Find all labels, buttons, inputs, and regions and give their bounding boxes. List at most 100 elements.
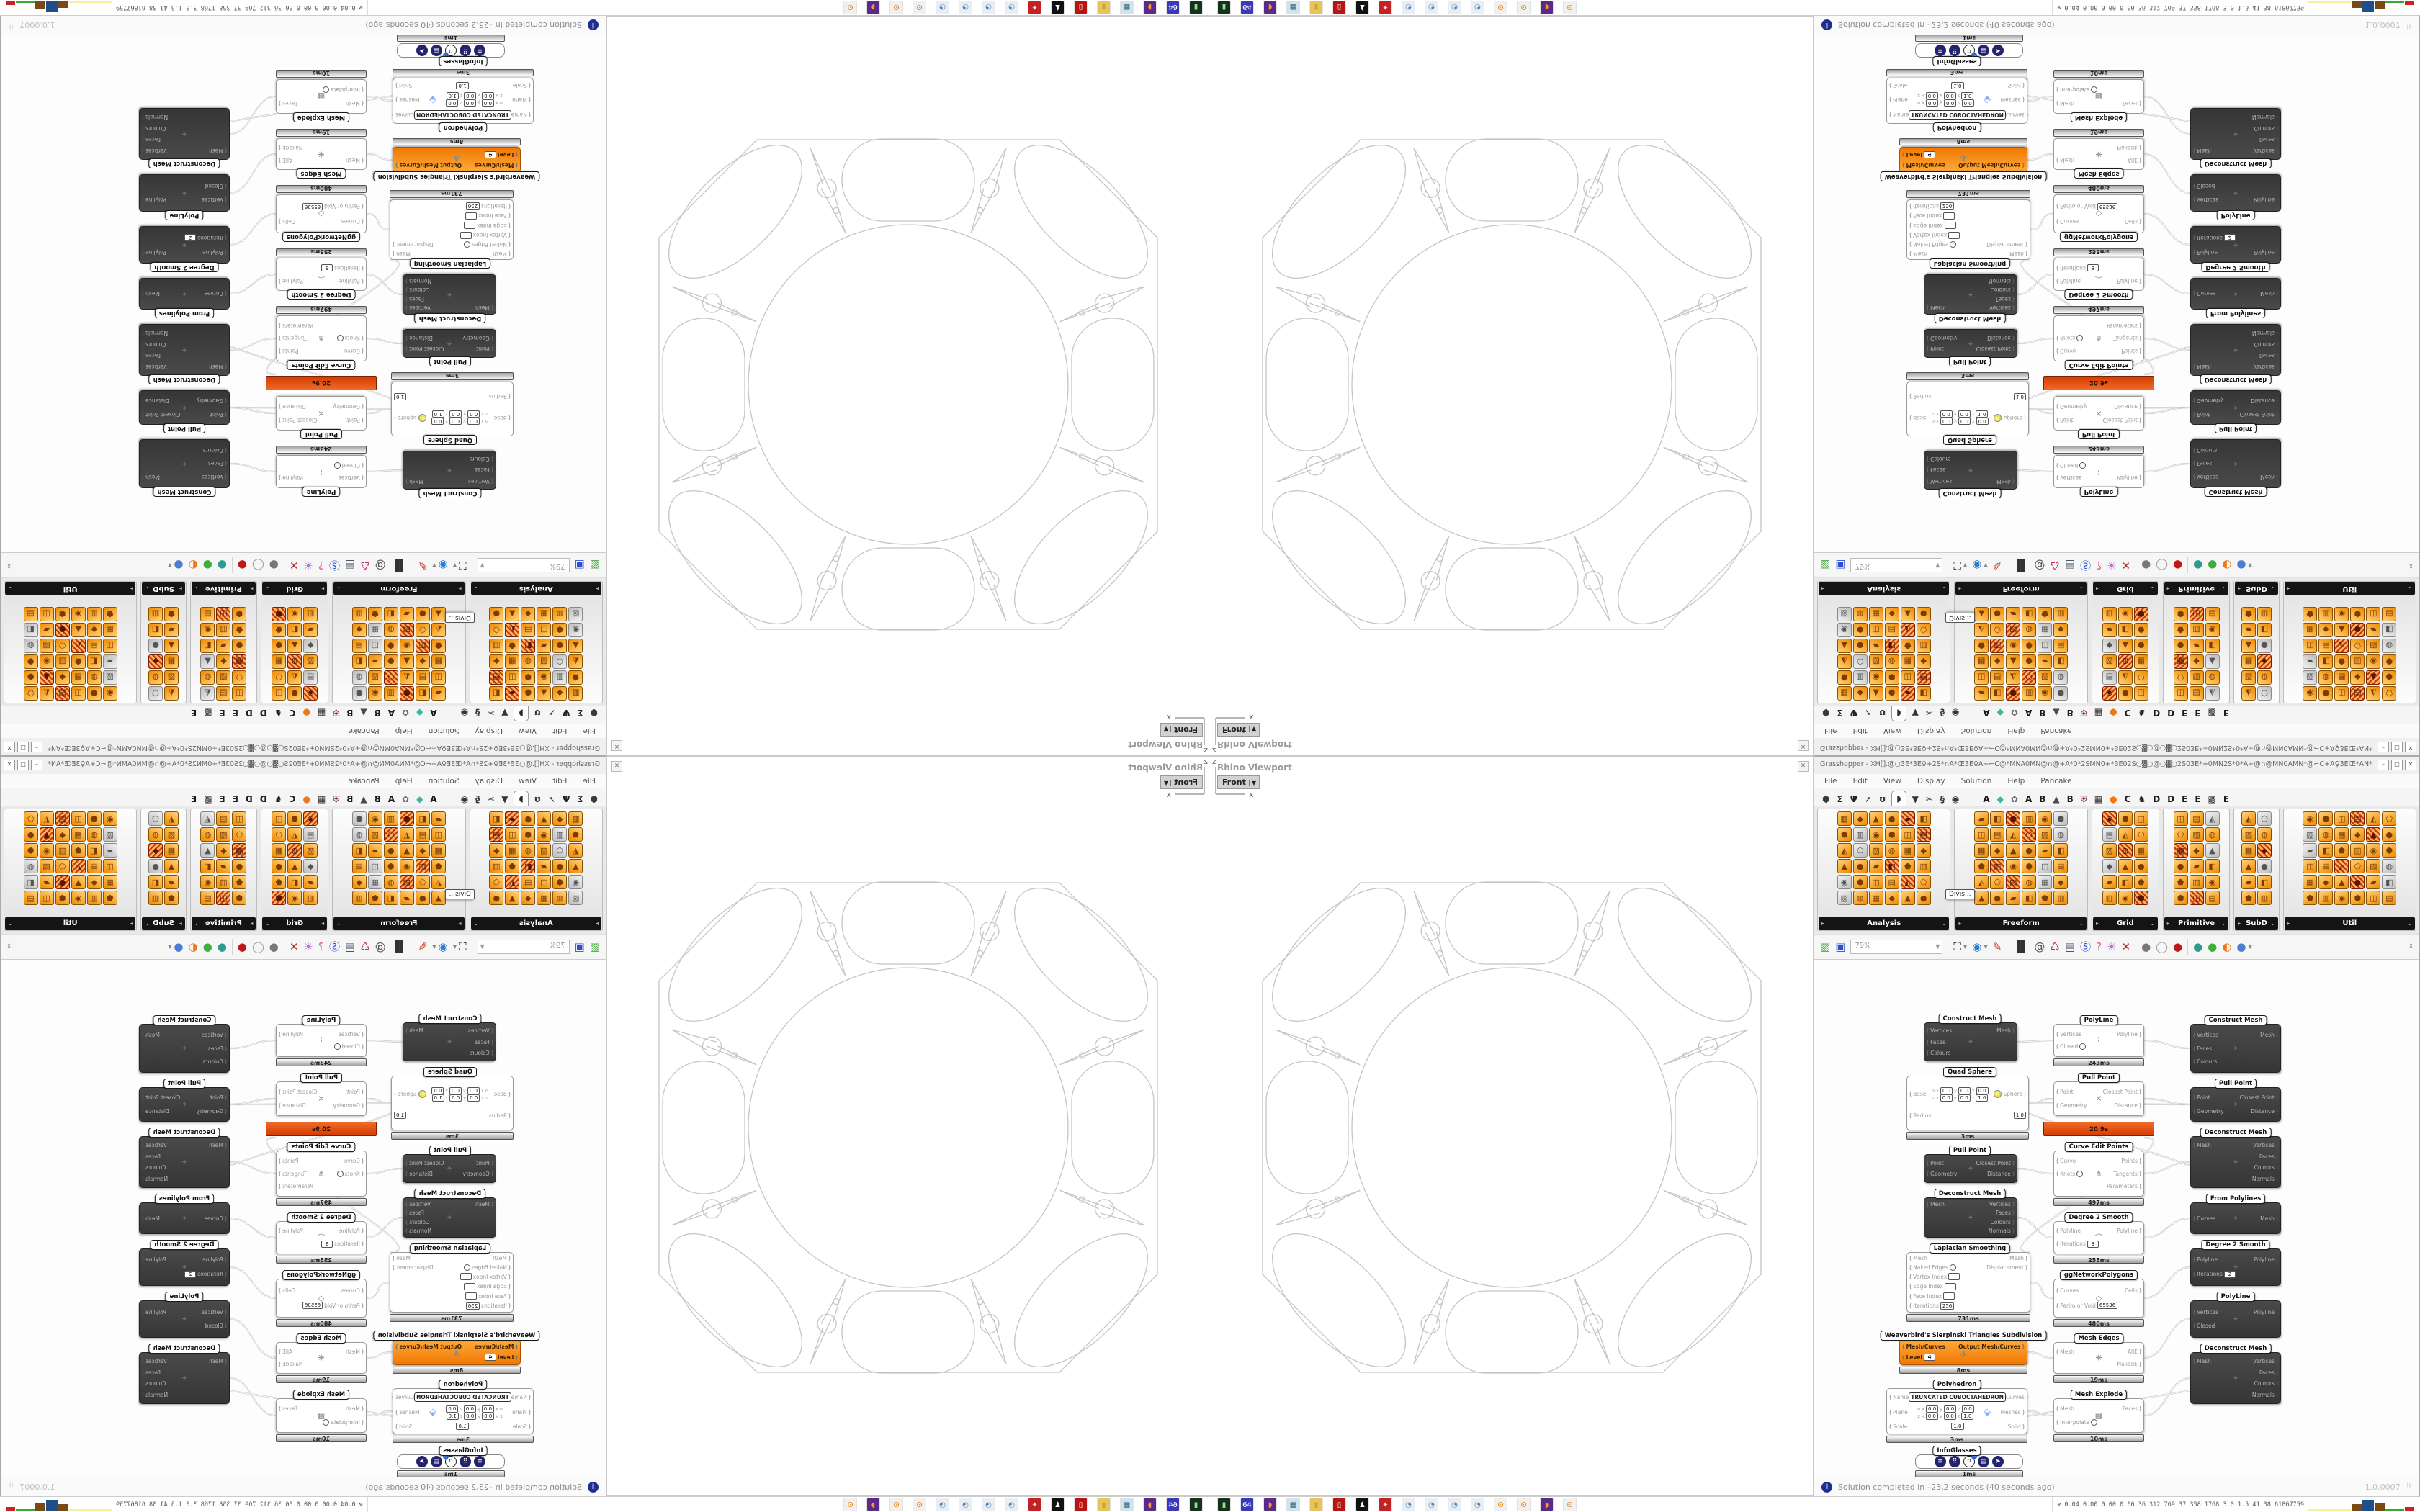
component-icon[interactable]: ● [232, 859, 247, 873]
component-icon[interactable]: ● [489, 607, 504, 621]
output-port[interactable]: Mesh) [2260, 291, 2278, 297]
output-port[interactable]: Normals) [2252, 1392, 2278, 1398]
component-icon[interactable]: ◧ [2022, 607, 2037, 621]
component-icon[interactable]: ◆ [552, 686, 568, 701]
output-port[interactable]: Polyline) [2117, 474, 2141, 481]
input-port[interactable]: (Curve [2056, 1158, 2076, 1164]
output-port[interactable]: Tangents) [2113, 1171, 2141, 1177]
value-chip[interactable]: 0.0 [464, 92, 477, 100]
component-icon[interactable]: ⬟ [102, 607, 117, 621]
output-port[interactable]: Closest Point) [405, 1160, 444, 1166]
component-icon[interactable]: ◉ [2038, 686, 2053, 701]
output-port[interactable]: Colours) [142, 125, 166, 132]
component-icon[interactable]: ⬢ [2022, 859, 2037, 873]
component-icon[interactable]: ▲ [431, 891, 446, 905]
component-icon[interactable]: ▦ [1868, 607, 1883, 621]
component-icon[interactable]: ▰ [505, 811, 520, 826]
toggle-circle[interactable] [1949, 1264, 1956, 1271]
component-icon[interactable]: ● [55, 875, 70, 889]
infoglasses-icon-3[interactable]: ▤ [1978, 1456, 1989, 1467]
value-chip[interactable]: 0.0 [1925, 1412, 1938, 1420]
component-icon[interactable]: ◭ [2006, 670, 2021, 685]
input-port[interactable]: (Mesh [1927, 1201, 1945, 1207]
input-port[interactable]: (Mesh [346, 100, 364, 107]
radius-chip[interactable]: 1.0 [394, 392, 407, 400]
component-icon[interactable]: ⬢ [552, 623, 568, 637]
palette-icon-4[interactable]: ◔ [1471, 1, 1484, 14]
component-icon[interactable]: ◧ [2205, 859, 2220, 873]
open-file-icon[interactable]: ▨ [1820, 940, 1831, 953]
output-port[interactable]: Mesh) [405, 1027, 424, 1034]
component-icon[interactable]: ▤ [86, 639, 102, 653]
component-icon[interactable]: ◍ [1884, 843, 1899, 858]
open-file-icon[interactable]: ▨ [589, 940, 600, 953]
value-chip[interactable]: 1.0 [446, 1412, 459, 1420]
component-icon[interactable]: ▤ [2382, 891, 2397, 905]
component-tab-0[interactable]: ⬢ [590, 708, 598, 718]
graph-node[interactable]: (Vertices Polyline)(Closed ⌇ [276, 455, 367, 488]
input-port[interactable]: (Point [2193, 411, 2210, 418]
component-icon[interactable]: ▲ [164, 859, 179, 873]
component-icon[interactable]: ⬢ [2133, 607, 2148, 621]
component-icon[interactable]: ⬠ [23, 686, 38, 701]
component-tab-26[interactable]: ▩ [204, 708, 212, 718]
component-icon[interactable]: ◧ [2053, 654, 2069, 669]
value-chip[interactable]: 1.0 [446, 92, 459, 100]
value-chip[interactable]: 1.0 [1961, 92, 1974, 100]
component-tab-26[interactable]: ▩ [2208, 708, 2216, 718]
component-icon[interactable]: ◆ [2318, 623, 2334, 637]
component-tab-22[interactable]: D [259, 794, 267, 804]
component-icon[interactable]: ◫ [232, 811, 247, 826]
output-port[interactable]: Closest Point) [2240, 1094, 2278, 1101]
value-chip[interactable]: 0.0 [1925, 92, 1938, 100]
output-port[interactable]: Faces) [279, 100, 297, 107]
graph-node[interactable]: (Curve Points)(Knots Tangents) Parameters) ⋔ [2053, 1151, 2144, 1197]
component-tab-25[interactable]: E [2195, 708, 2201, 718]
graph-node[interactable]: (Point Closest Point)(Geometry Distance) ✕ [2053, 1081, 2144, 1116]
close-button[interactable]: ✕ [2405, 742, 2416, 752]
cola-can-icon[interactable]: ▯ [1074, 1498, 1088, 1511]
input-port[interactable]: (Mesh [2056, 1349, 2074, 1355]
input-port[interactable]: (Interpolate [322, 86, 364, 94]
component-tab-0[interactable]: ⬢ [590, 794, 598, 804]
component-tab-9[interactable]: ◉ [460, 794, 469, 804]
component-icon[interactable]: ● [552, 639, 568, 653]
component-icon[interactable]: ⬠ [2022, 827, 2037, 842]
value-chip[interactable]: 0.0 [463, 1405, 476, 1413]
component-icon[interactable]: ▥ [55, 654, 70, 669]
input-port[interactable]: (Polyline [2193, 249, 2218, 256]
component-icon[interactable]: ● [1916, 607, 1931, 621]
input-port[interactable]: (Closed [333, 462, 364, 469]
menu-item-pancake[interactable]: Pancake [348, 726, 380, 735]
component-icon[interactable]: ◧ [2118, 623, 2133, 637]
resize-grip[interactable]: ⠿ [8, 1483, 14, 1491]
input-port[interactable]: (Point [346, 1089, 364, 1095]
output-port[interactable]: Colours) [405, 287, 429, 293]
input-port[interactable]: (Iterations 256 [1909, 1302, 1955, 1310]
output-port[interactable]: Normals) [405, 1228, 431, 1234]
graph-node[interactable]: (Vertices Polyline)(Closed ⌇ [276, 1024, 367, 1057]
component-icon[interactable]: ▲ [568, 639, 583, 653]
component-tab-17[interactable]: ⛨ [2080, 794, 2087, 804]
component-icon[interactable]: ● [383, 654, 398, 669]
component-icon[interactable]: ◉ [71, 891, 86, 905]
palette-icon-3[interactable]: ◔ [1448, 1, 1461, 14]
palette-group-label[interactable]: ▸ Freeform ⌄ [333, 917, 465, 930]
component-icon[interactable]: ⬠ [148, 686, 163, 701]
component-icon[interactable]: ⬠ [2133, 670, 2148, 685]
output-port[interactable]: Closest Point) [2240, 411, 2278, 418]
component-icon[interactable]: ▦ [568, 686, 583, 701]
output-port[interactable]: Displacement) [393, 241, 434, 248]
component-icon[interactable]: ◍ [552, 891, 568, 905]
component-icon[interactable]: ▦ [232, 843, 247, 858]
component-icon[interactable]: ◆ [521, 607, 536, 621]
input-port[interactable]: (Edge Index [1909, 1282, 1957, 1290]
input-port[interactable]: (Face Index [1909, 1292, 1955, 1300]
output-port[interactable]: Meshes) [2001, 96, 2025, 103]
component-icon[interactable]: ◭ [2241, 811, 2256, 826]
graph-node[interactable]: (Vertices Polyline)(Closed ⌇ [2053, 455, 2144, 488]
component-icon[interactable]: ◧ [351, 843, 367, 858]
scale-chip[interactable]: 1.0 [1951, 81, 1964, 89]
component-icon[interactable]: ⬟ [232, 623, 247, 637]
